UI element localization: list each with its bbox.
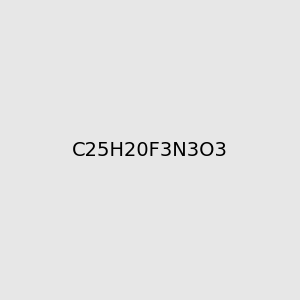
Text: C25H20F3N3O3: C25H20F3N3O3: [72, 140, 228, 160]
